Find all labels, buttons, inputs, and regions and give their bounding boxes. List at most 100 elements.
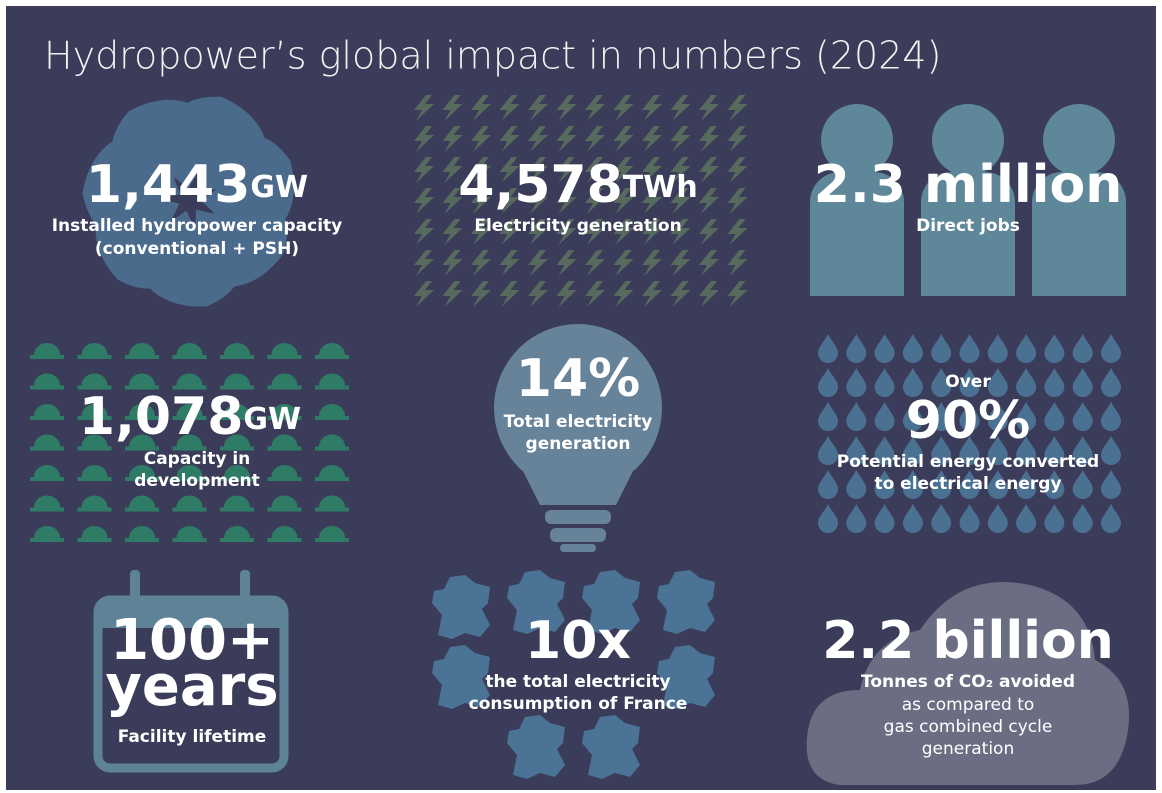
helmet-brim: [30, 416, 64, 420]
bolt-icon: [499, 126, 520, 152]
bulb-base: [560, 544, 596, 552]
helmet-brim: [220, 507, 254, 512]
helmet-brim: [77, 538, 112, 542]
helmet-icon: [224, 404, 250, 416]
drop-icon: [931, 504, 952, 533]
bolt-icon: [727, 126, 748, 152]
helmet-icon: [271, 495, 298, 508]
helmet-icon: [176, 434, 203, 447]
stat-label: Electricity generation: [474, 216, 681, 236]
drop-icon: [1016, 334, 1037, 363]
drop-icon: [902, 368, 923, 397]
helmet-brim: [267, 507, 302, 512]
turbine-blade: [198, 134, 294, 220]
drop-icon: [1072, 402, 1093, 431]
helmet-brim: [77, 355, 112, 359]
helmet-brim: [125, 355, 159, 359]
unit: GW: [250, 170, 308, 205]
helmet-brim: [77, 416, 112, 420]
bolt-icon: [556, 281, 577, 307]
stat-label: Capacity in: [144, 449, 251, 469]
helmet-brim: [267, 355, 302, 359]
bolt-icon: [642, 126, 662, 152]
turbine-blade: [112, 99, 189, 199]
stat-label: Installed hydropower capacity: [52, 216, 343, 236]
drop-icon: [987, 368, 1008, 397]
helmet-brim: [315, 477, 349, 481]
helmet-brim: [30, 355, 64, 359]
bolt-icon: [556, 126, 577, 152]
helmet-brim: [172, 538, 207, 542]
bolt-icon: [642, 188, 662, 214]
turbine-blade: [149, 209, 241, 307]
helmet-icon: [319, 434, 345, 447]
helmet-icon: [81, 343, 108, 355]
calendar-ring: [240, 570, 250, 610]
turbine-blade: [167, 96, 265, 189]
drop-icon: [1101, 436, 1121, 465]
helmet-brim: [315, 355, 349, 359]
bolt-icon: [642, 95, 662, 121]
france-icon: [582, 570, 640, 634]
drop-icon: [902, 470, 923, 499]
stat-value: 2.3 million: [814, 155, 1122, 215]
bolt-icon: [585, 281, 605, 307]
bolt-icon: [585, 219, 605, 245]
bolt-icon: [442, 281, 463, 307]
drop-icon: [846, 470, 867, 499]
helmet-icon: [81, 373, 108, 386]
helmet-brim: [315, 507, 349, 512]
bolt-icon: [442, 188, 463, 214]
person-head: [821, 104, 893, 176]
bolt-icon: [471, 157, 491, 183]
helmet-brim: [30, 507, 64, 512]
drop-icon: [818, 436, 838, 465]
bolt-icon: [499, 219, 520, 245]
unit: GW: [243, 402, 301, 437]
helmet-brim: [220, 385, 254, 390]
bolt-icon: [471, 188, 491, 214]
bolt-icon: [442, 157, 463, 183]
drop-icon: [846, 436, 867, 465]
drop-icon: [959, 368, 980, 397]
helmet-brim: [315, 446, 349, 451]
drop-icon: [987, 402, 1008, 431]
bolt-icon: [442, 219, 463, 245]
drop-icon: [818, 334, 838, 363]
drop-icon: [902, 402, 923, 431]
helmet-icon: [81, 404, 108, 416]
helmet-brim: [172, 446, 207, 451]
value: 4,578: [458, 155, 622, 215]
bolt-icon: [528, 250, 548, 276]
bolt-icon: [727, 95, 748, 121]
calendar-ring: [130, 570, 140, 610]
bolt-icon: [642, 281, 662, 307]
bolt-icon: [727, 157, 748, 183]
helmet-icon: [271, 343, 298, 355]
helmet-icon: [81, 465, 108, 477]
france-icon: [507, 715, 565, 779]
drop-icon: [1016, 402, 1037, 431]
helmet-icon: [129, 373, 155, 386]
bolt-icon: [499, 188, 520, 214]
helmet-brim: [267, 538, 302, 542]
helmet-brim: [267, 385, 302, 390]
drop-icon: [931, 436, 952, 465]
drop-icon: [1072, 470, 1093, 499]
helmet-brim: [172, 507, 207, 512]
helmet-brim: [172, 477, 207, 481]
bolt-icon: [613, 219, 634, 245]
bolt-icon: [471, 281, 491, 307]
stat-label: to electrical energy: [874, 474, 1061, 494]
helmet-brim: [220, 477, 254, 481]
helmet-icon: [319, 343, 345, 355]
bolt-icon: [414, 157, 434, 183]
helmet-icon: [81, 526, 108, 538]
bolt-icon: [528, 157, 548, 183]
drop-icon: [1044, 504, 1065, 533]
drop-icon: [874, 470, 895, 499]
turbine-blade: [95, 210, 196, 289]
stat-value: 2.2 billion: [822, 611, 1113, 671]
drop-icon: [931, 470, 952, 499]
